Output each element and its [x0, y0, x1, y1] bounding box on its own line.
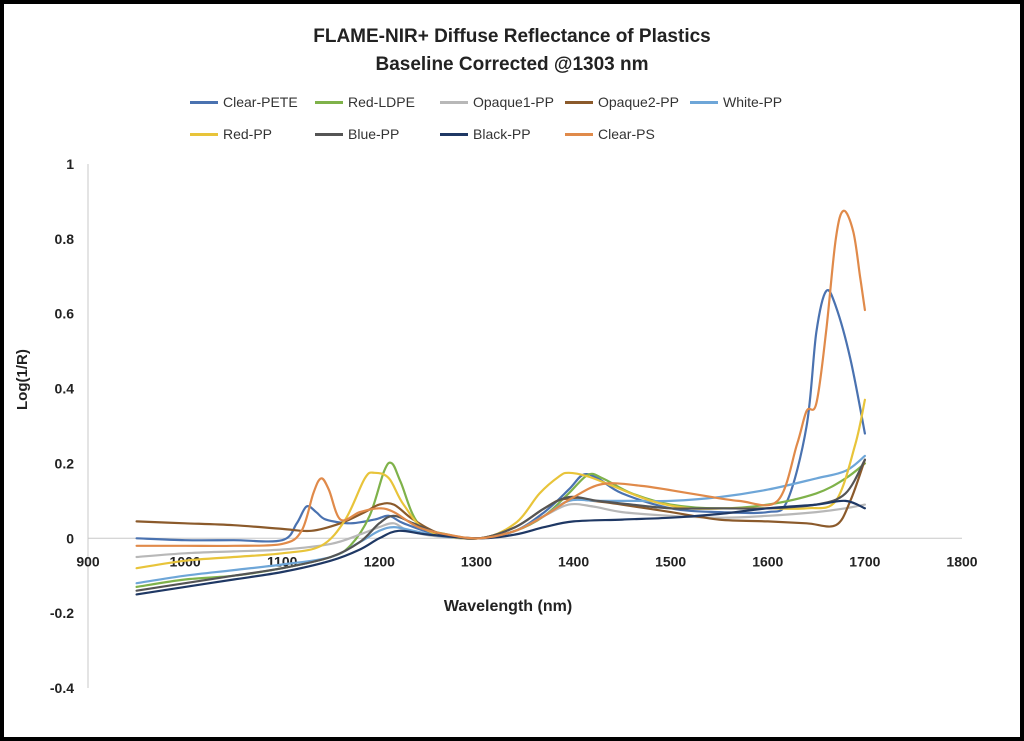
- legend-swatch: [315, 132, 343, 136]
- series-line-opaque2-pp: [135, 458, 866, 540]
- series-line-black-pp: [135, 499, 866, 596]
- x-axis-title: Wavelength (nm): [443, 598, 573, 615]
- legend-item-opaque2-pp: Opaque2-PP: [565, 92, 679, 112]
- y-tick-label: -0.2: [50, 605, 74, 621]
- x-tick-label: 1400: [558, 553, 589, 569]
- chart-frame: FLAME-NIR+ Diffuse Reflectance of Plasti…: [4, 4, 1020, 737]
- y-tick-label: 0: [66, 530, 74, 546]
- y-tick-label: 0.6: [55, 306, 75, 322]
- x-tick-label: 1500: [655, 553, 686, 569]
- chart-subtitle: Baseline Corrected @1303 nm: [375, 54, 649, 75]
- legend-item-blue-pp: Blue-PP: [315, 124, 399, 144]
- legend-item-opaque1-pp: Opaque1-PP: [440, 92, 554, 112]
- series-line-clear-ps: [135, 209, 866, 548]
- series-line-clear-pete: [135, 289, 866, 543]
- legend-label: Red-LDPE: [348, 94, 415, 110]
- legend-label: Red-PP: [223, 126, 273, 142]
- legend-swatch: [690, 100, 718, 104]
- x-tick-label: 1300: [461, 553, 492, 569]
- legend-swatch: [440, 132, 468, 136]
- legend-item-red-ldpe: Red-LDPE: [315, 92, 415, 112]
- legend-label: Opaque2-PP: [598, 94, 679, 110]
- legend-item-clear-ps: Clear-PS: [565, 124, 655, 144]
- legend-swatch: [315, 100, 343, 104]
- series-line-blue-pp: [135, 458, 866, 592]
- legend-item-black-pp: Black-PP: [440, 124, 531, 144]
- legend-swatch: [565, 132, 593, 136]
- legend-label: White-PP: [723, 94, 783, 110]
- y-tick-label: 0.8: [55, 231, 75, 247]
- y-tick-label: -0.4: [50, 680, 74, 696]
- x-tick-label: 1200: [364, 553, 395, 569]
- y-tick-label: 1: [66, 156, 74, 172]
- legend-label: Clear-PETE: [223, 94, 298, 110]
- legend-item-red-pp: Red-PP: [190, 124, 272, 144]
- x-tick-label: 1600: [752, 553, 783, 569]
- legend-label: Opaque1-PP: [473, 94, 554, 110]
- x-tick-label: 1800: [946, 553, 977, 569]
- legend-swatch: [190, 100, 218, 104]
- y-tick-label: 0.2: [55, 455, 75, 471]
- y-tick-label: 0.4: [55, 381, 75, 397]
- legend-item-clear-pete: Clear-PETE: [190, 92, 298, 112]
- x-tick-label: 1700: [849, 553, 880, 569]
- legend-label: Black-PP: [473, 126, 531, 142]
- series-line-red-pp: [135, 398, 866, 570]
- chart-title: FLAME-NIR+ Diffuse Reflectance of Plasti…: [313, 26, 711, 47]
- legend-item-white-pp: White-PP: [690, 92, 782, 112]
- legend-label: Blue-PP: [348, 126, 400, 142]
- legend-swatch: [440, 100, 468, 104]
- legend-label: Clear-PS: [598, 126, 655, 142]
- legend-swatch: [565, 100, 593, 104]
- x-tick-label: 900: [76, 553, 100, 569]
- legend-swatch: [190, 132, 218, 136]
